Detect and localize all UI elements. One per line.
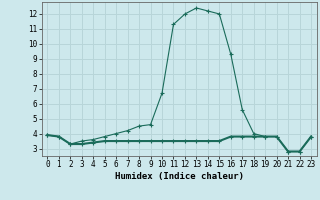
X-axis label: Humidex (Indice chaleur): Humidex (Indice chaleur) bbox=[115, 172, 244, 181]
